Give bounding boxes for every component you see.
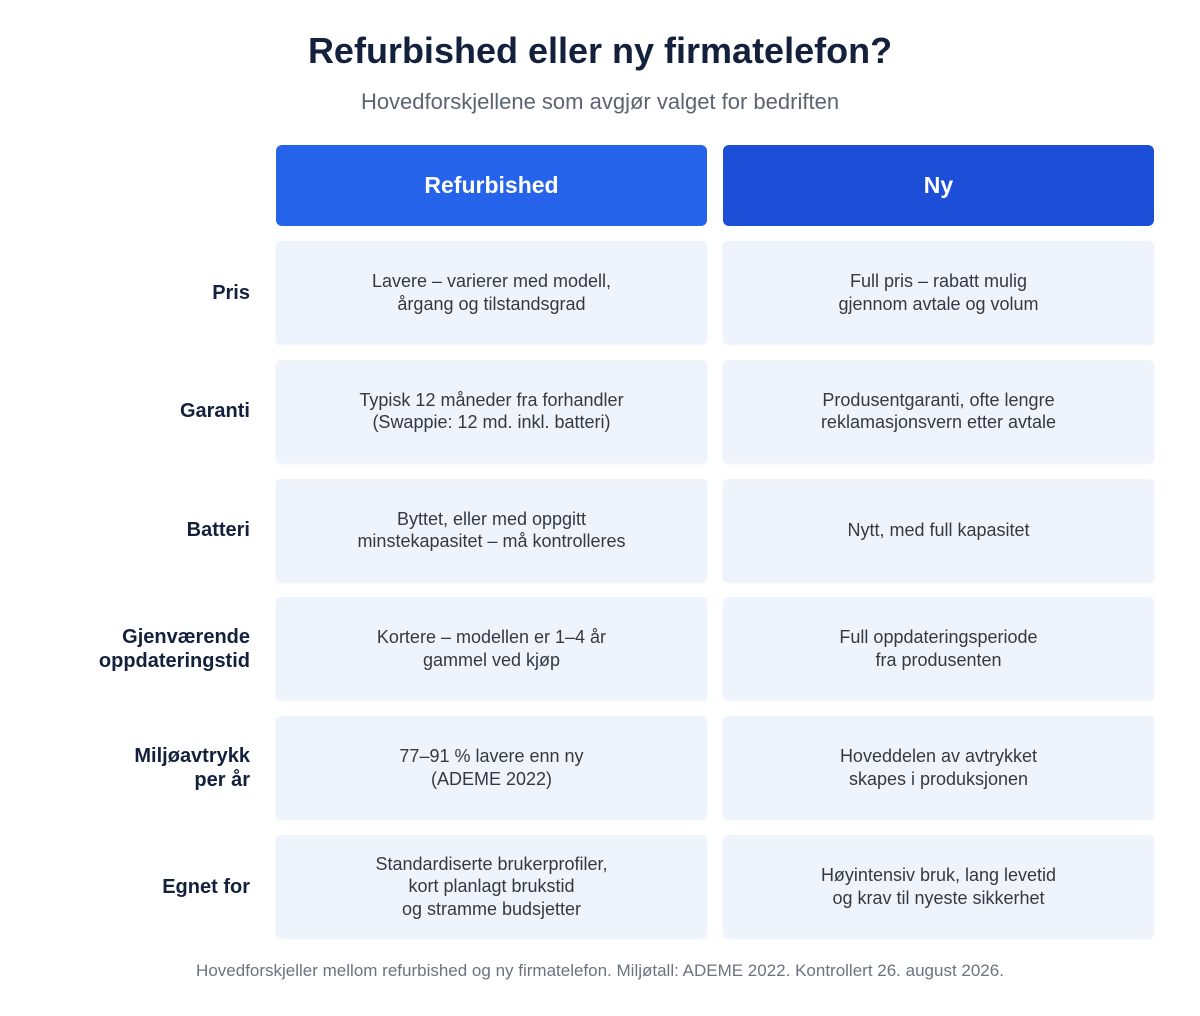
- text-line: Høyintensiv bruk, lang levetid: [820, 865, 1057, 885]
- table-cell: Byttet, eller med oppgitt minstekapasitet…: [276, 478, 707, 582]
- text-line: fra produsenten: [875, 649, 1002, 670]
- text-line: og stramme budsjetter: [401, 898, 582, 919]
- table-cell: Typisk 12 måneder fra forhandler (Swappie…: [276, 359, 707, 463]
- text-line: oppdateringstid: [98, 649, 250, 672]
- column-header: Ny: [723, 145, 1154, 226]
- row-label: Egnet for: [20, 835, 250, 938]
- text-line: Kortere – modellen er 1–4 år: [376, 627, 607, 648]
- table-cell: Nytt, med full kapasitet: [723, 478, 1154, 582]
- row-label: Pris: [20, 241, 250, 344]
- text-line: (ADEME 2022): [430, 768, 553, 789]
- text-line: Garanti: [179, 400, 250, 423]
- subtitle: Hovedforskjellene som avgjør valget for …: [360, 89, 840, 114]
- text-line: Egnet for: [162, 875, 250, 898]
- row-label: Miljøavtrykk per år: [20, 716, 250, 819]
- row-label: Batteri: [20, 479, 250, 582]
- column-header: Refurbished: [276, 145, 707, 226]
- title: Refurbished eller ny firmatelefon?: [307, 30, 893, 71]
- text-line: (Swappie: 12 md. inkl. batteri): [372, 412, 611, 433]
- text-line: Full pris – rabatt mulig: [849, 271, 1028, 291]
- footer: Hovedforskjeller mellom refurbished og n…: [196, 961, 1004, 980]
- table-cell: Høyintensiv bruk, lang levetid og krav ti…: [723, 835, 1154, 938]
- text-line: og krav til nyeste sikkerhet: [832, 887, 1045, 908]
- text-line: Standardiserte brukerprofiler,: [375, 853, 608, 874]
- row-label: Garanti: [20, 360, 250, 463]
- text-line: Lavere – varierer med modell,: [371, 271, 612, 291]
- text-line: Nytt, med full kapasitet: [847, 519, 1030, 540]
- text-line: minstekapasitet – må kontrolleres: [357, 531, 626, 552]
- table-cell: Full oppdateringsperiode fra produsenten: [723, 597, 1154, 701]
- text-line: Byttet, eller med oppgitt: [396, 508, 587, 529]
- text-line: Gjenværende: [122, 625, 250, 648]
- text-line: gammel ved kjøp: [422, 649, 561, 670]
- table-cell: Full pris – rabatt mulig gjennom avtale o…: [723, 241, 1154, 344]
- text-line: skapes i produksjonen: [848, 768, 1029, 789]
- table-cell: Kortere – modellen er 1–4 år gammel ved k…: [276, 597, 707, 701]
- text-line: reklamasjonsvern etter avtale: [820, 412, 1057, 433]
- text-line: årgang og tilstandsgrad: [397, 293, 586, 314]
- table-cell: Lavere – varierer med modell, årgang og t…: [276, 241, 707, 344]
- text-line: Batteri: [186, 519, 250, 542]
- text-line: Full oppdateringsperiode: [839, 627, 1038, 648]
- table-cell: Produsentgaranti, ofte lengre reklamasjon…: [723, 359, 1154, 463]
- table-cell: Hoveddelen av avtrykket skapes i produksj…: [723, 716, 1154, 820]
- text-line: per år: [194, 768, 250, 791]
- text-line: Pris: [212, 281, 250, 304]
- table-cell: 77–91 % lavere enn ny (ADEME 2022): [276, 716, 707, 820]
- text-line: Hoveddelen av avtrykket: [839, 746, 1038, 767]
- row-label: Gjenværende oppdateringstid: [20, 597, 250, 700]
- text-line: Miljøavtrykk: [134, 744, 250, 767]
- text-line: Typisk 12 måneder fra forhandler: [359, 389, 624, 410]
- table-cell: Standardiserte brukerprofiler, kort planl…: [276, 835, 707, 938]
- text-line: Produsentgaranti, ofte lengre: [822, 389, 1055, 410]
- text-line: gjennom avtale og volum: [838, 293, 1039, 314]
- text-line: kort planlagt brukstid: [408, 876, 575, 897]
- text-line: 77–91 % lavere enn ny: [399, 746, 584, 767]
